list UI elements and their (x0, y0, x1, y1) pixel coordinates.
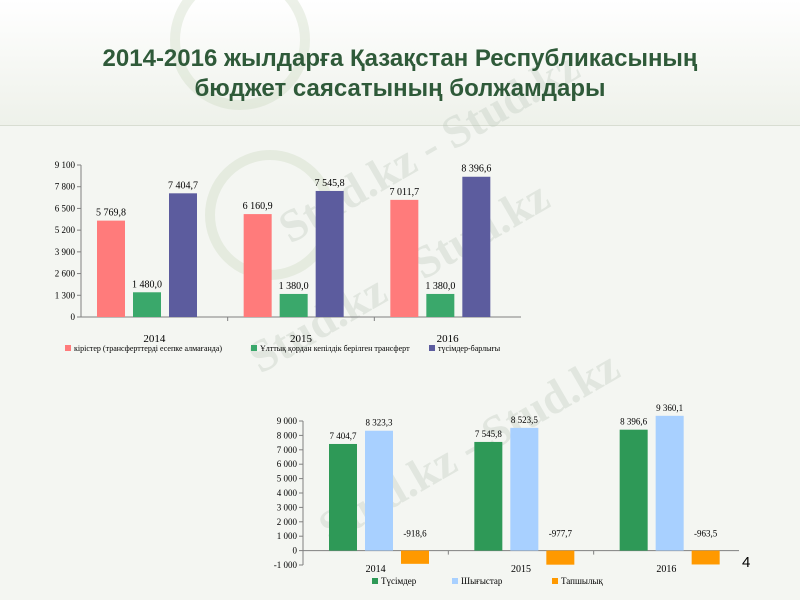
x-tick-label: 2014 (366, 564, 386, 575)
y-tick-label: 1 300 (55, 290, 76, 300)
data-label: 5 769,8 (96, 208, 126, 219)
bar (474, 441, 503, 551)
y-tick-label: 0 (71, 312, 76, 322)
y-tick-label: -1 000 (274, 560, 298, 570)
slide-title-line2: бюджет саясатының болжамдары (194, 75, 606, 102)
header-band (0, 0, 800, 125)
bar (426, 293, 455, 317)
logo-swirl-watermark (170, 0, 310, 110)
data-label: 7 404,7 (168, 180, 198, 191)
x-tick-label: 2015 (290, 333, 313, 345)
data-label: 8 323,3 (366, 418, 394, 428)
y-tick-label: 1 000 (277, 531, 298, 541)
legend-swatch (429, 345, 435, 351)
data-label: 8 523,5 (511, 415, 539, 425)
legend-entry: кірістер (трансферттерді есепке алмағанд… (74, 344, 222, 353)
data-label: -963,5 (694, 529, 718, 539)
bar (619, 429, 648, 551)
slide-title-line1: 2014-2016 жылдарға Қазақстан Республикас… (102, 45, 698, 72)
bar (655, 415, 684, 551)
y-tick-label: 0 (293, 546, 298, 556)
y-tick-label: 3 900 (55, 247, 76, 257)
data-label: 7 011,7 (390, 187, 420, 198)
legend-entry: түсімдер-барлығы (438, 344, 501, 353)
bar (97, 220, 125, 317)
data-label: 1 380,0 (425, 281, 455, 292)
bar (315, 190, 344, 317)
slide-title: 2014-2016 жылдарға Қазақстан Республикас… (0, 44, 800, 104)
legend-entry: Шығыстар (461, 576, 503, 586)
bar (329, 443, 357, 551)
data-label: 7 545,8 (315, 178, 345, 189)
legend-entry: Түсімдер (381, 576, 417, 586)
y-tick-label: 7 000 (277, 445, 298, 455)
bar (510, 427, 539, 551)
y-tick-label: 8 000 (277, 430, 298, 440)
x-tick-label: 2015 (511, 564, 531, 575)
header-divider (0, 125, 800, 126)
data-label: 7 545,8 (475, 429, 503, 439)
bar (691, 550, 720, 565)
y-tick-label: 4 000 (277, 488, 298, 498)
legend-swatch (552, 578, 558, 584)
legend-swatch (65, 345, 71, 351)
bar (546, 550, 575, 565)
data-label: 9 360,1 (656, 403, 683, 413)
page-number: 4 (742, 554, 751, 571)
data-label: 7 404,7 (330, 431, 358, 441)
bar (462, 176, 491, 317)
bar (133, 292, 161, 317)
data-label: 8 396,6 (461, 164, 491, 175)
data-label: 1 480,0 (132, 279, 162, 290)
y-tick-label: 5 200 (55, 225, 76, 235)
data-label: 1 380,0 (279, 281, 309, 292)
bar (169, 193, 197, 317)
bar (243, 214, 272, 317)
y-tick-label: 6 500 (55, 203, 76, 213)
legend-swatch (251, 345, 257, 351)
legend-entry: Тапшылық (561, 576, 603, 586)
y-tick-label: 9 000 (277, 416, 298, 426)
data-label: -977,7 (549, 529, 573, 539)
legend-entry: Ұлттық қордан кепілдік берілген трансфер… (260, 344, 410, 353)
y-tick-label: 7 800 (55, 182, 76, 192)
bar (401, 550, 429, 564)
data-label: 8 396,6 (620, 417, 648, 427)
bar (390, 199, 419, 317)
y-tick-label: 5 000 (277, 474, 298, 484)
data-label: -918,6 (403, 529, 427, 539)
revenue-chart: 0 1 300 2 600 3 900 5 200 6 500 7 800 9 100 5 76… (55, 160, 521, 353)
x-tick-label: 2016 (437, 333, 460, 345)
y-tick-label: 9 100 (55, 160, 76, 170)
data-label: 6 160,9 (243, 201, 273, 212)
bar (365, 430, 393, 551)
budget-balance-chart: -1 000 0 1 000 2 000 3 000 4 000 5 000 6 000 7 0… (274, 403, 739, 586)
bar (279, 293, 308, 317)
y-tick-label: 2 000 (277, 517, 298, 527)
y-tick-label: 6 000 (277, 459, 298, 469)
y-tick-label: 3 000 (277, 502, 298, 512)
y-tick-label: 2 600 (55, 269, 76, 279)
x-tick-label: 2016 (656, 564, 676, 575)
x-tick-label: 2014 (143, 333, 166, 345)
legend-swatch (452, 578, 458, 584)
legend-swatch (372, 578, 378, 584)
